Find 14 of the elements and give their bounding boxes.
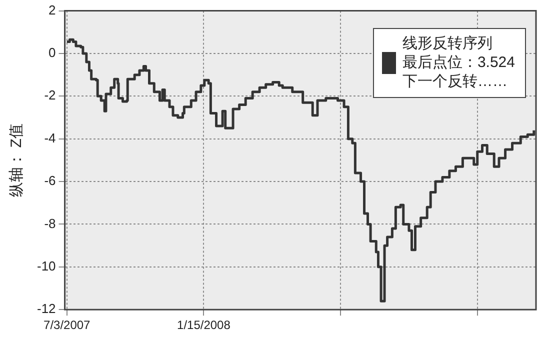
y-axis-title: 纵轴： Z值 (8, 124, 26, 197)
y-tick-label: 0 (48, 45, 56, 60)
annotation: 最后点位：3.524 (402, 53, 515, 72)
y-tick-label: 2 (48, 2, 56, 18)
x-tick-label: 1/15/2008 (177, 318, 231, 332)
annotation: 下一个反转…… (402, 72, 508, 91)
y-tick-label: -12 (36, 301, 56, 316)
y-tick-label: -2 (44, 88, 56, 103)
y-tick-label: -6 (44, 173, 56, 188)
y-tick-label: -8 (44, 216, 56, 231)
x-tick-label: 7/3/2007 (44, 318, 91, 332)
y-tick-label: -4 (44, 130, 56, 146)
text: 线形反转序列 (402, 34, 494, 53)
y-tick-label: -10 (36, 258, 56, 274)
